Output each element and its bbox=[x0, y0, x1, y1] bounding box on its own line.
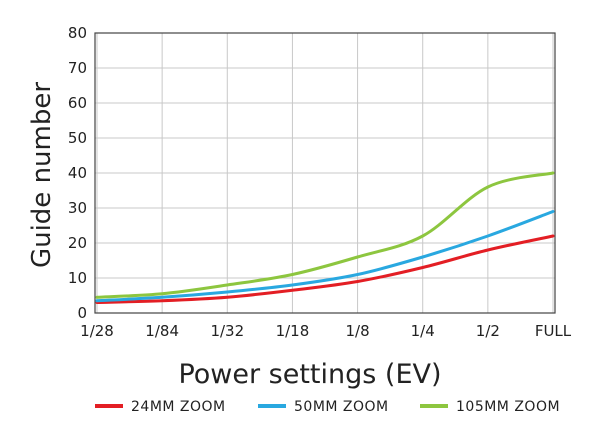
legend-label: 24MM ZOOM bbox=[131, 399, 226, 415]
series-lines bbox=[95, 171, 555, 304]
x-axis-title: Power settings (EV) bbox=[178, 359, 441, 390]
legend-item: 50MM ZOOM bbox=[258, 399, 389, 415]
x-tick-label: 1/18 bbox=[276, 322, 310, 340]
y-tick-label: 0 bbox=[77, 304, 87, 322]
plot-frame bbox=[94, 32, 556, 314]
y-tick-label: 20 bbox=[68, 234, 87, 252]
series-line-1 bbox=[95, 234, 555, 304]
legend-label: 50MM ZOOM bbox=[294, 399, 389, 415]
y-axis-title: Guide number bbox=[27, 82, 57, 268]
y-tick-label: 80 bbox=[68, 24, 87, 42]
legend-item: 105MM ZOOM bbox=[420, 399, 560, 415]
y-tick-label: 30 bbox=[68, 199, 87, 217]
x-tick-labels: 1/28 1/84 1/32 1/18 1/8 1/4 1/2 FULL bbox=[80, 322, 572, 340]
x-tick-label: FULL bbox=[535, 322, 572, 340]
legend: 24MM ZOOM 50MM ZOOM 105MM ZOOM bbox=[95, 399, 560, 415]
series-line-3 bbox=[95, 171, 555, 299]
x-tick-label: 1/32 bbox=[210, 322, 244, 340]
legend-item: 24MM ZOOM bbox=[95, 399, 226, 415]
x-tick-label: 1/84 bbox=[145, 322, 179, 340]
x-tick-label: 1/2 bbox=[476, 322, 500, 340]
series-line-2 bbox=[95, 210, 555, 303]
y-tick-label: 50 bbox=[68, 129, 87, 147]
y-tick-labels: 0 10 20 30 40 50 60 70 80 bbox=[68, 24, 87, 322]
y-tick-label: 60 bbox=[68, 94, 87, 112]
y-tick-label: 40 bbox=[68, 164, 87, 182]
x-tick-label: 1/28 bbox=[80, 322, 114, 340]
legend-label: 105MM ZOOM bbox=[456, 399, 560, 415]
x-tick-label: 1/8 bbox=[346, 322, 370, 340]
x-tick-label: 1/4 bbox=[411, 322, 435, 340]
y-tick-label: 10 bbox=[68, 269, 87, 287]
y-tick-label: 70 bbox=[68, 59, 87, 77]
